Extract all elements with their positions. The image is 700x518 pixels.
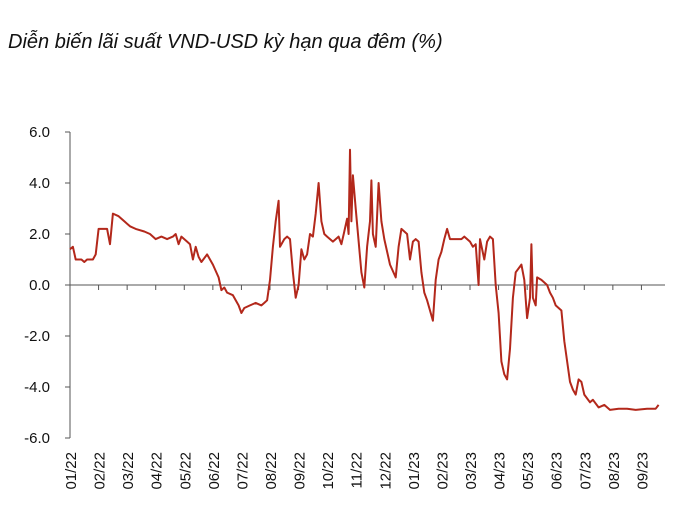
x-tick-label: 12/22 — [377, 452, 394, 490]
x-tick-label: 11/22 — [349, 452, 366, 488]
x-tick-label: 10/22 — [320, 452, 337, 490]
x-tick-label: 08/23 — [606, 452, 623, 490]
data-line — [69, 148, 660, 411]
y-tick-label: 0.0 — [29, 277, 50, 294]
x-tick-label: 04/22 — [149, 452, 166, 490]
y-tick-label: -6.0 — [24, 430, 50, 447]
x-tick-label: 01/23 — [406, 452, 423, 490]
y-tick-label: 6.0 — [29, 124, 50, 141]
chart-title: Diễn biến lãi suất VND-USD kỳ hạn qua đê… — [8, 30, 443, 53]
x-tick-label: 03/22 — [120, 452, 137, 490]
x-tick-label: 04/23 — [492, 452, 509, 490]
y-tick-label: 4.0 — [29, 175, 50, 192]
x-tick-label: 06/22 — [206, 452, 223, 490]
x-tick-label: 02/22 — [92, 452, 109, 490]
x-tick-label: 03/23 — [463, 452, 480, 490]
x-tick-label: 05/22 — [177, 452, 194, 490]
x-tick-label: 07/23 — [577, 452, 594, 490]
y-tick-label: -4.0 — [24, 379, 50, 396]
x-tick-label: 01/22 — [63, 452, 80, 490]
x-tick-label: 05/23 — [520, 452, 537, 490]
x-tick-label: 08/22 — [263, 452, 280, 490]
x-tick-label: 07/22 — [234, 452, 251, 490]
y-tick-label: 2.0 — [29, 226, 50, 243]
x-tick-label: 09/22 — [292, 452, 309, 490]
x-tick-label: 02/23 — [434, 452, 451, 490]
x-tick-label: 09/23 — [634, 452, 651, 490]
y-tick-label: -2.0 — [24, 328, 50, 345]
x-tick-label: 06/23 — [549, 452, 566, 490]
